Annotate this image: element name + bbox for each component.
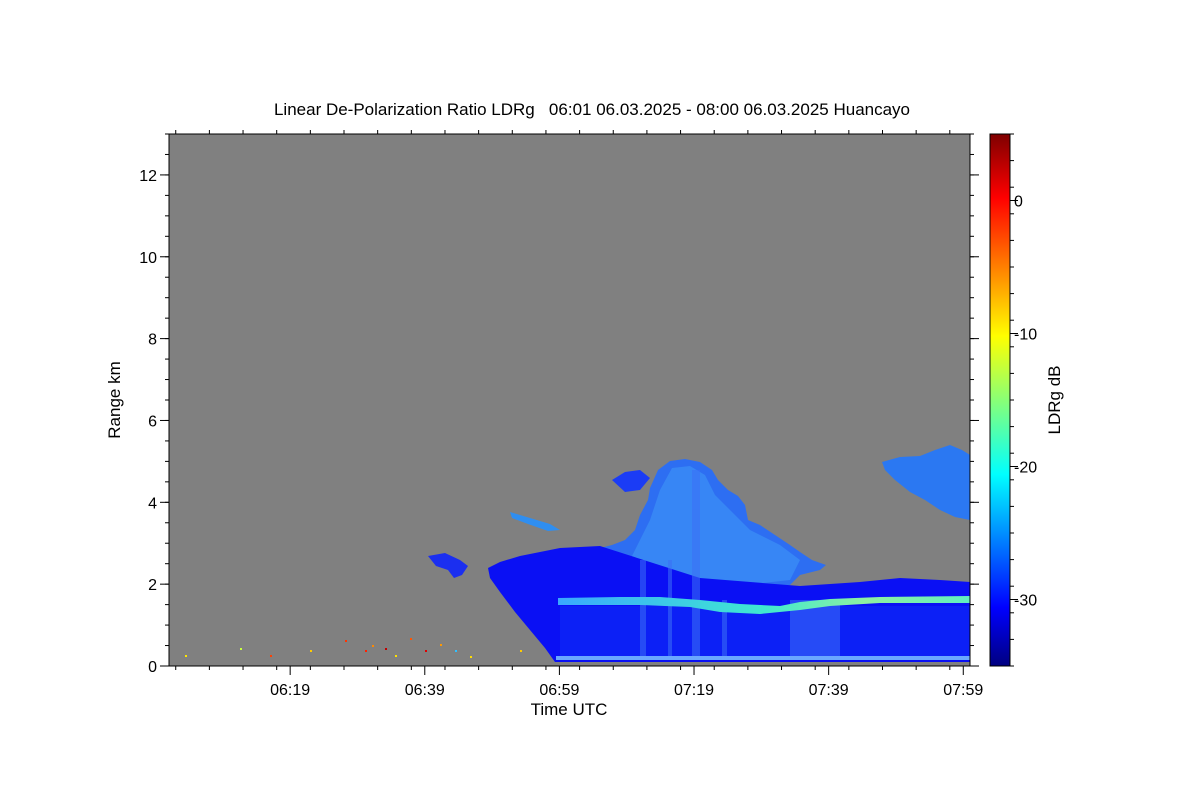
echo-thin-streak (510, 512, 560, 531)
echo-isolated-left (428, 553, 468, 578)
y-tick-label: 12 (139, 168, 157, 185)
echo-lower-band (560, 606, 970, 658)
y-tick-label: 0 (148, 659, 157, 676)
colorbar-tick-label: 0 (1014, 194, 1023, 211)
x-tick-label: 06:39 (405, 682, 445, 699)
echo-surface-line (556, 656, 970, 660)
chart-title: Linear De-Polarization Ratio LDRg 06:01 … (274, 100, 910, 119)
y-axis-label: Range km (105, 361, 124, 438)
echo-convective-core (630, 466, 800, 590)
y-tick-label: 2 (148, 577, 157, 594)
x-tick-label: 07:19 (674, 682, 714, 699)
y-tick-label: 4 (148, 495, 157, 512)
echo-upper-cloud (882, 445, 970, 520)
ldr-echo-field (185, 445, 970, 662)
echo-upper-left-patch (612, 470, 650, 492)
x-axis-label: Time UTC (531, 700, 608, 719)
colorbar-tick-label: -30 (1014, 593, 1037, 610)
x-tick-label: 07:39 (809, 682, 849, 699)
echo-ground-clutter (185, 638, 522, 658)
colorbar-tick-label: -10 (1014, 327, 1037, 344)
x-tick-label: 06:59 (539, 682, 579, 699)
y-axis: 0 2 4 6 8 10 12 (139, 133, 979, 676)
colorbar-label: LDRg dB (1045, 366, 1064, 435)
y-tick-label: 6 (148, 413, 157, 430)
y-tick-label: 8 (148, 332, 157, 349)
x-tick-label: 07:59 (943, 682, 983, 699)
x-tick-label: 06:19 (270, 682, 310, 699)
colorbar-tick-label: -20 (1014, 460, 1037, 477)
y-tick-label: 10 (139, 250, 157, 267)
colorbar-axis: 0 -10 -20 -30 (1010, 133, 1037, 667)
colorbar (989, 133, 1011, 667)
x-axis: 06:19 06:39 06:59 07:19 07:39 07:59 (175, 130, 983, 699)
echo-melting-layer (558, 596, 970, 614)
